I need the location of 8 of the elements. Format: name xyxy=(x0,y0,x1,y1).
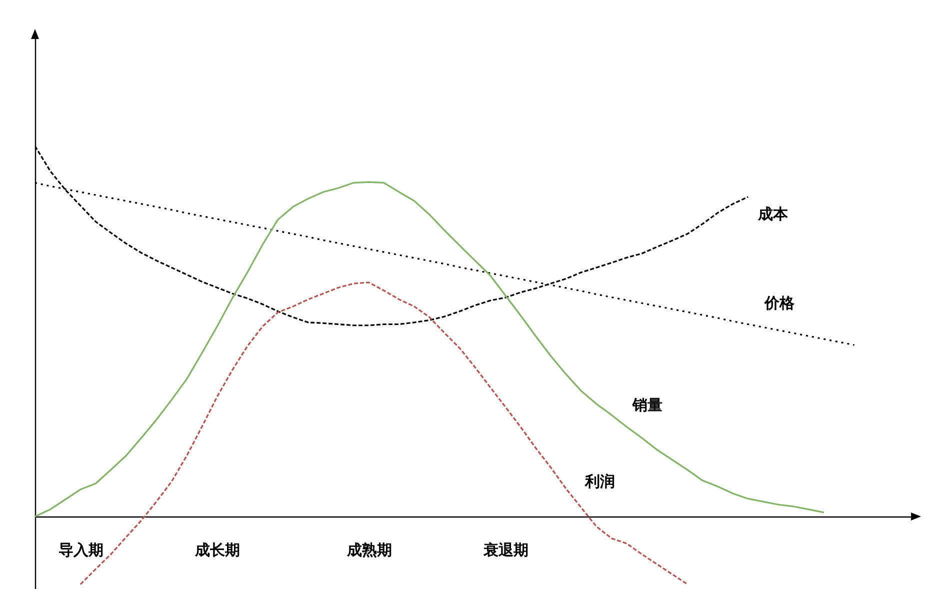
series-label: 价格 xyxy=(763,294,796,312)
x-tick-label: 成熟期 xyxy=(346,540,392,559)
series-label: 销量 xyxy=(632,396,663,414)
series-label: 利润 xyxy=(584,472,616,491)
x-tick-label: 导入期 xyxy=(58,540,104,559)
x-tick-label: 成长期 xyxy=(194,540,240,559)
x-tick-label: 衰退期 xyxy=(482,540,528,559)
series-label: 成本 xyxy=(757,204,790,223)
